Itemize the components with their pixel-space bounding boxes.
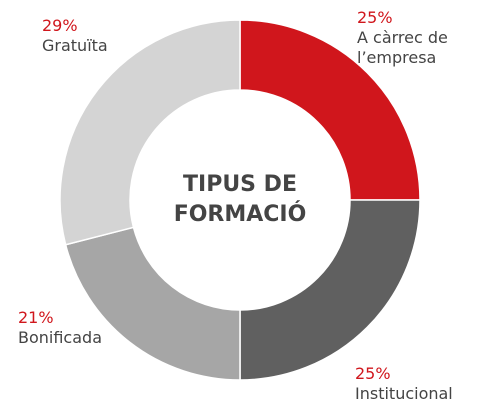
donut-segment [239,199,421,381]
category-label: A càrrec de l’empresa [357,28,448,67]
category-label: Gratuïta [42,36,108,55]
segment-label: 21% Bonificada [18,308,138,348]
category-label: Institucional [355,384,453,403]
segment-label: 29% Gratuïta [42,16,162,56]
segment-label: 25% A càrrec de l’empresa [357,8,472,68]
category-label: Bonificada [18,328,102,347]
value-label: 25% [355,364,391,383]
donut-segment [239,19,421,201]
donut-segment [59,19,241,246]
donut-segment [64,226,241,381]
value-label: 21% [18,308,54,327]
chart-title: TIPUS DE FORMACIÓ [173,172,307,227]
value-label: 29% [42,16,78,35]
segment-label: 25% Institucional [355,364,480,404]
value-label: 25% [357,8,393,27]
